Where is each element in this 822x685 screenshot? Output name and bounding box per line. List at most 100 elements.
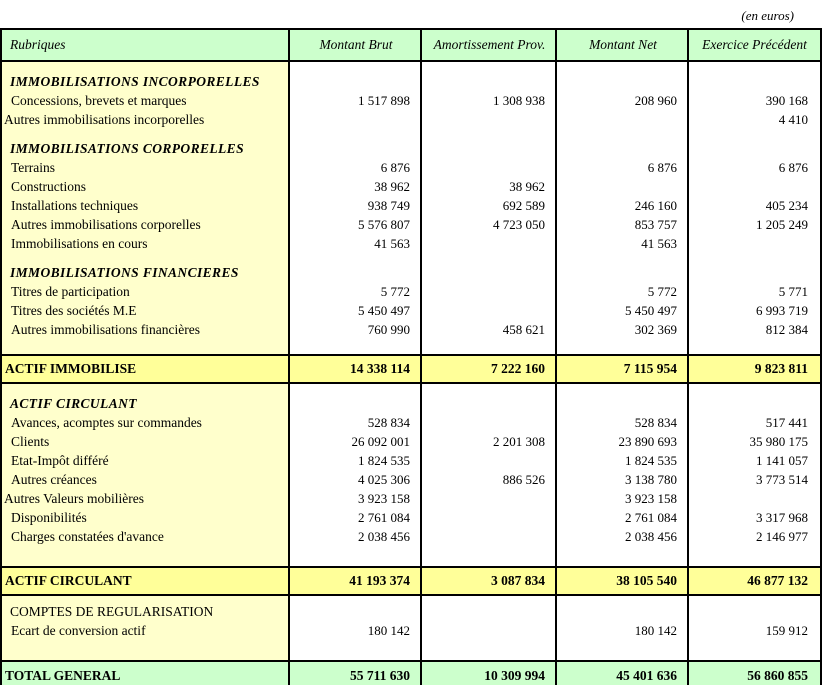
row-label: Avances, acomptes sur commandes xyxy=(11,415,202,430)
value-cell xyxy=(689,489,820,508)
value-cell xyxy=(290,602,422,621)
value-cell: 5 450 497 xyxy=(625,303,677,318)
table-row: Titres de participation 5 772 5 772 5 771 xyxy=(2,282,820,301)
row-label: Clients xyxy=(11,434,50,449)
value-cell xyxy=(422,508,557,527)
row-label: Charges constatées d'avance xyxy=(11,529,164,544)
value-cell xyxy=(689,177,820,196)
value-cell xyxy=(422,158,557,177)
value-cell: 3 773 514 xyxy=(756,472,808,487)
value-cell: 26 092 001 xyxy=(351,434,411,449)
value-cell xyxy=(689,129,820,158)
table-row: Immobilisations en cours 41 563 41 563 xyxy=(2,234,820,253)
row-label: IMMOBILISATIONS CORPORELLES xyxy=(10,141,244,156)
value-cell: 2 761 084 xyxy=(625,510,677,525)
value-cell xyxy=(290,129,422,158)
value-cell: 2 146 977 xyxy=(756,529,808,544)
value-cell xyxy=(557,62,689,91)
total-amortissement: 10 309 994 xyxy=(484,668,545,683)
table-row: Disponibilités 2 761 084 2 761 084 3 317 96… xyxy=(2,508,820,527)
section-title-row: IMMOBILISATIONS CORPORELLES xyxy=(2,129,820,158)
value-cell xyxy=(689,384,820,413)
value-cell: 159 912 xyxy=(765,623,808,638)
value-cell: 3 317 968 xyxy=(756,510,808,525)
actif-table: Rubriques Montant Brut Amortissement Pro… xyxy=(0,28,822,685)
value-cell xyxy=(557,384,689,413)
total-row-general: TOTAL GENERAL 55 711 630 10 309 994 45 4… xyxy=(2,660,820,685)
value-cell xyxy=(422,62,557,91)
value-cell: 2 761 084 xyxy=(358,510,410,525)
value-cell xyxy=(422,527,557,546)
section-title-row: IMMOBILISATIONS FINANCIERES xyxy=(2,253,820,282)
total-amortissement: 3 087 834 xyxy=(491,573,545,588)
table-row: Etat-Impôt différé 1 824 535 1 824 535 1 14… xyxy=(2,451,820,470)
table-row: Charges constatées d'avance 2 038 456 2 03… xyxy=(2,527,820,546)
total-exercice-precedent: 56 860 855 xyxy=(747,668,808,683)
table-row: Autres immobilisations financières 760 99… xyxy=(2,320,820,339)
value-cell xyxy=(422,621,557,640)
value-cell: 35 980 175 xyxy=(749,434,809,449)
total-montant-brut: 14 338 114 xyxy=(349,361,410,376)
rows-actif-circulant: ACTIF CIRCULANT Avances, acomptes sur com… xyxy=(2,384,820,566)
value-cell xyxy=(422,489,557,508)
value-cell: 2 201 308 xyxy=(493,434,545,449)
section-title-row: IMMOBILISATIONS INCORPORELLES xyxy=(2,62,820,91)
value-cell xyxy=(557,177,689,196)
row-label: COMPTES DE REGULARISATION xyxy=(10,604,214,619)
value-cell: 692 589 xyxy=(502,198,545,213)
value-cell xyxy=(290,253,422,282)
value-cell: 2 038 456 xyxy=(358,529,410,544)
value-cell: 208 960 xyxy=(634,93,677,108)
value-cell: 760 990 xyxy=(367,322,410,337)
header-rubriques: Rubriques xyxy=(10,37,66,52)
total-row-actif-circulant: ACTIF CIRCULANT 41 193 374 3 087 834 38 … xyxy=(2,566,820,596)
value-cell xyxy=(290,62,422,91)
row-label: Autres immobilisations financières xyxy=(11,322,200,337)
value-cell: 38 962 xyxy=(374,179,410,194)
value-cell: 5 450 497 xyxy=(358,303,410,318)
value-cell xyxy=(422,413,557,432)
value-cell: 853 757 xyxy=(634,217,677,232)
value-cell: 41 563 xyxy=(641,236,677,251)
value-cell: 6 876 xyxy=(647,160,677,175)
rows-comptes-regularisation: COMPTES DE REGULARISATION Ecart de conver… xyxy=(2,596,820,660)
value-cell xyxy=(557,253,689,282)
value-cell: 528 834 xyxy=(634,415,677,430)
table-row: Installations techniques 938 749 692 589 24… xyxy=(2,196,820,215)
unit-note: (en euros) xyxy=(741,8,794,23)
table-row: Avances, acomptes sur commandes 528 834 52… xyxy=(2,413,820,432)
header-montant-brut: Montant Brut xyxy=(319,37,393,52)
value-cell xyxy=(557,110,689,129)
value-cell xyxy=(422,110,557,129)
table-row: Autres créances 4 025 306 886 526 3 138 780… xyxy=(2,470,820,489)
total-label: ACTIF IMMOBILISE xyxy=(5,361,137,376)
row-label: Autres créances xyxy=(11,472,97,487)
value-cell: 3 923 158 xyxy=(625,491,677,506)
value-cell: 2 038 456 xyxy=(625,529,677,544)
total-montant-net: 7 115 954 xyxy=(623,361,677,376)
total-montant-net: 38 105 540 xyxy=(616,573,677,588)
row-label: Autres immobilisations corporelles xyxy=(11,217,201,232)
total-row-actif-immobilise: ACTIF IMMOBILISE 14 338 114 7 222 160 7 … xyxy=(2,354,820,384)
value-cell: 41 563 xyxy=(374,236,410,251)
header-exercice-precedent: Exercice Précédent xyxy=(702,37,807,52)
row-label: Etat-Impôt différé xyxy=(11,453,109,468)
table-row: Autres Valeurs mobilières 3 923 158 3 923 … xyxy=(2,489,820,508)
row-label: Immobilisations en cours xyxy=(11,236,148,251)
row-label: Disponibilités xyxy=(11,510,87,525)
section-title-row: COMPTES DE REGULARISATION xyxy=(2,602,820,621)
value-cell: 38 962 xyxy=(509,179,545,194)
value-cell xyxy=(689,62,820,91)
value-cell xyxy=(290,110,422,129)
header-montant-net: Montant Net xyxy=(589,37,657,52)
total-montant-brut: 55 711 630 xyxy=(349,668,410,683)
value-cell: 1 517 898 xyxy=(358,93,410,108)
table-row: Constructions 38 962 38 962 xyxy=(2,177,820,196)
value-cell xyxy=(290,384,422,413)
value-cell: 5 771 xyxy=(778,284,808,299)
row-label: Ecart de conversion actif xyxy=(11,623,146,638)
value-cell: 812 384 xyxy=(765,322,808,337)
value-cell xyxy=(689,253,820,282)
value-cell: 458 621 xyxy=(502,322,545,337)
